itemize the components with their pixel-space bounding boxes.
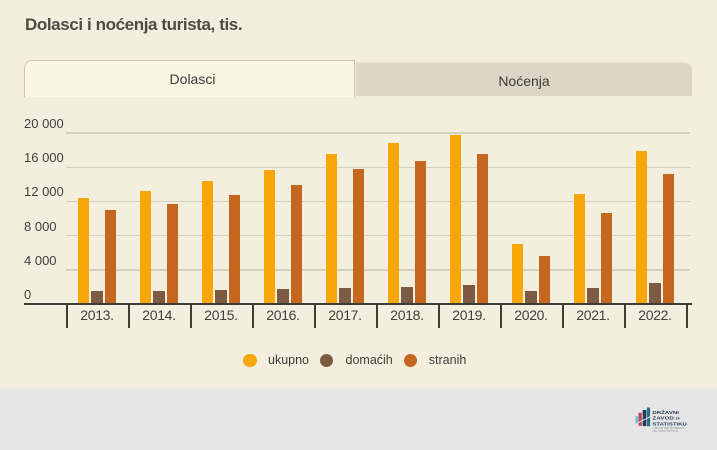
svg-text:OF STATISTICS: OF STATISTICS — [652, 429, 678, 433]
svg-text:DRŽAVNI: DRŽAVNI — [652, 408, 679, 416]
svg-text:ZA: ZA — [676, 417, 681, 421]
svg-text:ZAVOD: ZAVOD — [652, 416, 674, 422]
svg-text:STATISTIKU: STATISTIKU — [652, 421, 687, 427]
svg-text:CROATIAN BUREAU: CROATIAN BUREAU — [652, 426, 684, 430]
